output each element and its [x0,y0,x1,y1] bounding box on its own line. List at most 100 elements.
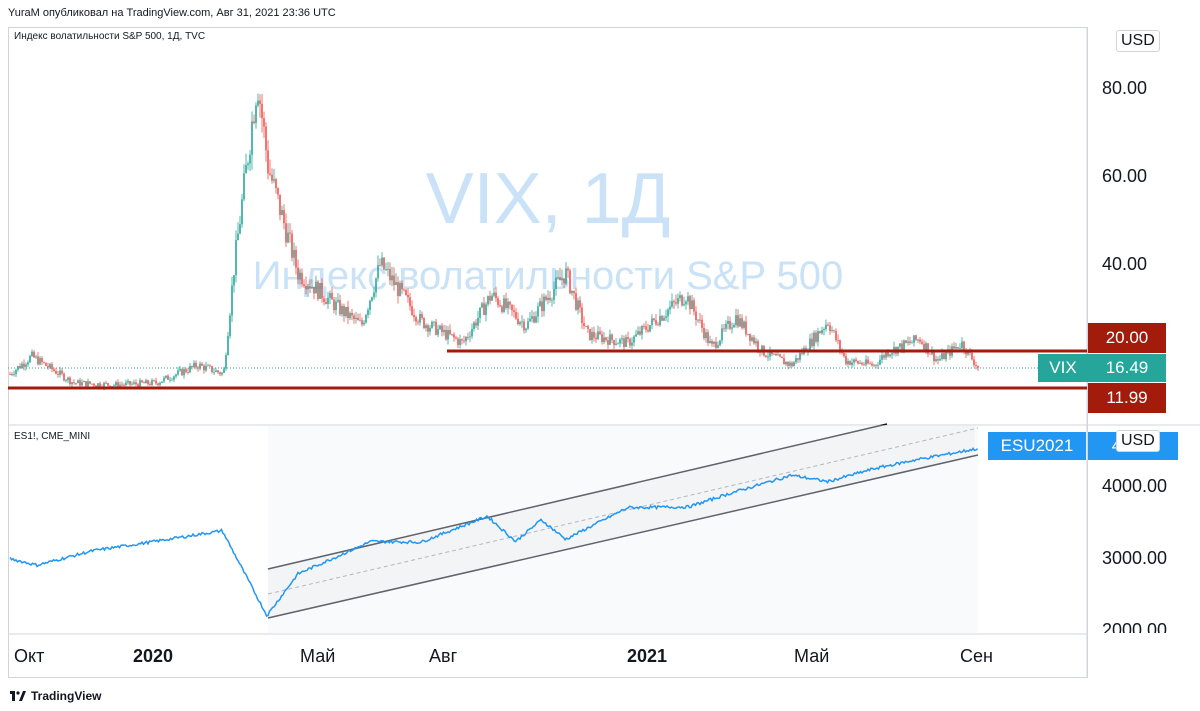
vix-candle-body [375,278,377,293]
vix-candle-body [285,223,287,243]
vix-candle-body [909,341,911,343]
vix-candle-body [745,321,747,335]
vix-candle-body [869,363,871,365]
vix-candle-body [319,283,321,299]
vix-candle-body [861,362,863,365]
vix-candle-body [877,364,879,366]
vix-candle-body [751,337,753,341]
vix-candle-body [629,338,631,346]
vix-candle-body [235,240,237,276]
vix-candle-body [939,358,941,361]
vix-candle-body [613,340,615,345]
vix-candle-body [201,363,203,366]
vix-candle-body [269,173,271,175]
vix-candle-body [575,293,577,310]
vix-candle-body [945,352,947,360]
currency-button-top[interactable]: USD [1116,30,1160,52]
vix-candle-body [933,351,935,362]
vix-candle-body [409,297,411,307]
vix-candle-body [359,320,361,322]
vix-candle-body [473,322,475,329]
vix-candle-body [243,173,245,200]
vix-candle-body [729,321,731,329]
vix-candle-body [797,358,799,360]
vix-candle-body [53,369,55,371]
vix-candle-body [615,343,617,345]
time-tick-may-2020: Май [300,646,336,666]
vix-candle-body [367,309,369,315]
level-tag-upper[interactable]: 20.00 [1088,323,1166,353]
vix-candle-body [275,179,277,189]
vix-candle-body [73,382,75,384]
vix-candle-body [133,382,135,384]
currency-button-bottom[interactable]: USD [1116,430,1160,452]
vix-legend[interactable]: Индекс волатильности S&P 500, 1Д, TVC [14,31,206,42]
level-tag-lower[interactable]: 11.99 [1088,383,1166,413]
vix-candle-body [699,319,701,321]
es-legend[interactable]: ES1!, CME_MINI [14,431,91,442]
vix-candle-body [927,343,929,354]
vix-candle-body [503,298,505,312]
vix-candle-body [593,332,595,338]
vix-symbol-tag: VIX [1038,354,1088,382]
vix-candle-body [727,321,729,324]
channel-upper-line[interactable] [267,423,888,570]
vix-candle-body [353,315,355,319]
vix-candle-body [325,302,327,305]
vix-candle-body [377,265,379,279]
vix-candle-body [215,370,217,372]
vix-candle-body [657,324,659,326]
vix-tick-60: 60.00 [1102,166,1148,186]
vix-candle-body [557,277,559,279]
vix-candle-body [555,277,557,289]
vix-candle-body [961,341,963,349]
vix-candle-body [541,301,543,312]
vix-candle-body [865,359,867,365]
vix-candle-body [761,345,763,353]
vix-candle-body [397,282,399,297]
vix-candle-body [925,343,927,350]
vix-candle-body [905,340,907,343]
vix-candle-body [875,364,877,366]
vix-candle-body [507,301,509,309]
vix-candle-body [587,326,589,330]
vix-candle-body [573,290,575,294]
vix-candle-body [41,358,43,362]
vix-candle-body [245,165,247,174]
vix-candle-body [301,272,303,285]
channel-lower-line[interactable] [267,454,979,619]
vix-candle-body [543,296,545,312]
vix-candle-body [127,380,129,383]
vix-candle-body [85,381,87,387]
vix-candle-body [765,355,767,358]
vix-candle-body [787,361,789,366]
vix-candle-body [465,337,467,342]
vix-candle-body [737,315,739,327]
vix-candle-body [533,316,535,323]
vix-candle-body [535,316,537,323]
vix-candle-body [505,298,507,309]
vix-candle-body [137,384,139,387]
vix-candle-body [351,312,353,316]
vix-candle-body [59,370,61,375]
vix-candle-body [563,278,565,284]
vix-candle-body [307,286,309,290]
vix-candle-body [373,292,375,298]
vix-candle-body [401,282,403,290]
vix-candle-body [385,269,387,270]
vix-candle-body [159,382,161,385]
vix-candle-body [219,372,221,375]
vix-candle-body [881,355,883,360]
vix-candle-body [143,382,145,384]
tradingview-logo[interactable]: TradingView [10,689,101,703]
vix-candle-body [457,338,459,345]
vix-candle-body [647,329,649,332]
vix-candle-body [149,383,151,385]
vix-candle-body [317,281,319,299]
vix-candle-body [661,316,663,321]
vix-candle-body [775,353,777,356]
vix-candle-body [607,340,609,345]
vix-candle-body [435,321,437,335]
vix-candle-body [417,321,419,323]
